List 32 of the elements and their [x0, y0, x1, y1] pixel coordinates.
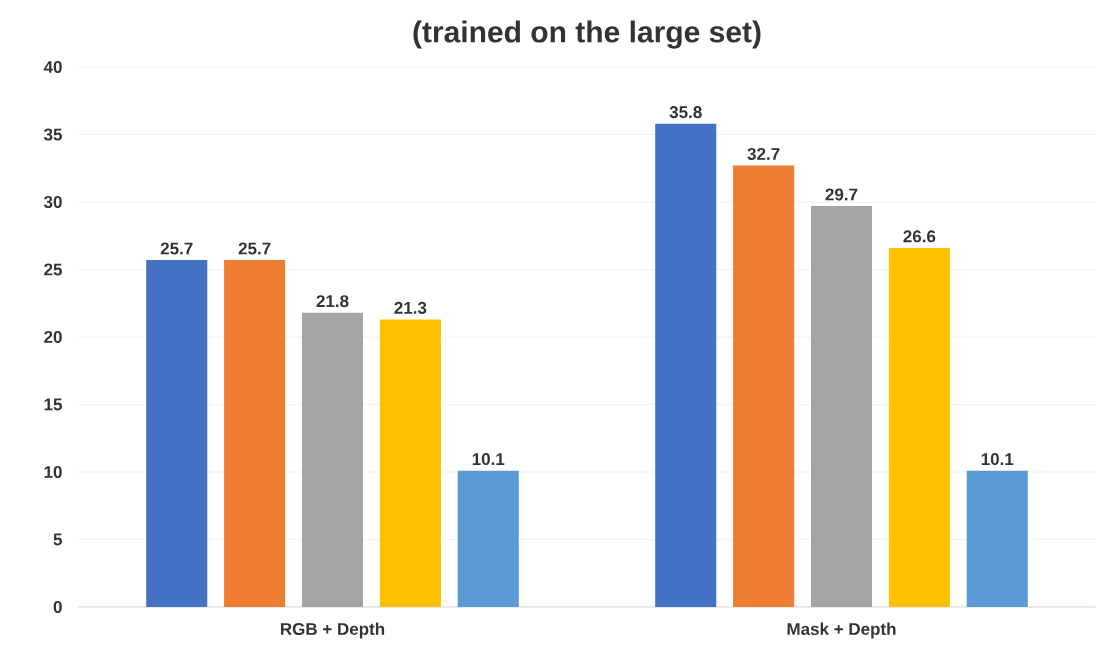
y-tick-label: 0 [53, 600, 62, 614]
bar [379, 319, 441, 607]
y-tick-label: 5 [53, 533, 62, 546]
data-label: 25.7 [238, 242, 271, 255]
data-label: 10.1 [981, 453, 1014, 466]
y-tick-label: 40 [43, 60, 62, 74]
bar [224, 260, 286, 607]
bar [888, 247, 950, 607]
bar [733, 165, 795, 607]
data-label: 21.3 [394, 301, 427, 314]
data-label: 32.7 [747, 147, 780, 161]
data-label: 29.7 [825, 188, 858, 201]
y-tick-label: 25 [44, 263, 62, 276]
data-label: 25.7 [160, 242, 193, 255]
bar [655, 123, 717, 607]
y-tick-label: 35 [43, 128, 62, 141]
x-tick-label: RGB + Depth [280, 622, 385, 639]
bar [301, 312, 364, 607]
bar [146, 260, 208, 607]
y-tick-label: 10 [44, 465, 62, 479]
data-label: 21.8 [316, 295, 349, 308]
bar [966, 470, 1028, 607]
bar [457, 470, 519, 607]
chart-title: (trained on the large set) [413, 20, 761, 49]
data-label: 35.8 [669, 106, 702, 119]
data-label: 26.6 [903, 230, 936, 243]
x-tick-label: Mask + Depth [787, 622, 896, 639]
y-tick-label: 30 [43, 195, 62, 209]
data-label: 10.1 [472, 453, 505, 466]
y-tick-label: 20 [44, 330, 62, 344]
bar [810, 206, 873, 607]
y-tick-label: 15 [44, 398, 62, 411]
